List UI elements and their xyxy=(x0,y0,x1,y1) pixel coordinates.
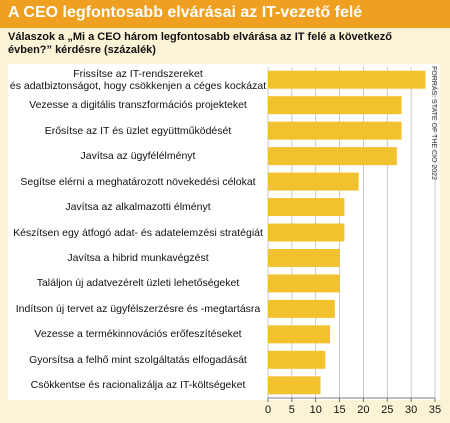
bar xyxy=(268,376,321,395)
header-band xyxy=(0,0,450,28)
category-label: Javítsa az ügyfélélményt xyxy=(80,150,196,163)
x-tick-label: 30 xyxy=(405,404,417,416)
bar xyxy=(268,223,345,242)
chart-title: A CEO legfontosabb elvárásai az IT-vezet… xyxy=(8,4,363,21)
category-label: Gyorsítsa a felhő mint szolgáltatás elfo… xyxy=(29,353,247,366)
category-label: Javítsa az alkalmazotti élményt xyxy=(65,201,211,214)
category-label: Indítson új tervet az ügyfélszerzésre és… xyxy=(15,302,261,315)
category-label: Vezesse a termékinnovációs erőfeszítések… xyxy=(34,328,242,341)
x-tick-label: 25 xyxy=(381,404,393,416)
category-label: Csökkentse és racionalizálja az IT-költs… xyxy=(30,379,246,392)
bar xyxy=(268,172,359,191)
x-tick-label: 10 xyxy=(310,404,322,416)
bar xyxy=(268,299,335,318)
category-label: Találjon új adatvezérelt üzleti lehetősé… xyxy=(36,277,240,290)
chart-subtitle: Válaszok a „Mi a CEO három legfontosabb … xyxy=(8,31,392,56)
bar xyxy=(268,96,402,115)
bar xyxy=(268,325,331,344)
x-tick-label: 5 xyxy=(289,404,295,416)
category-label: Segítse elérni a meghatározott növekedés… xyxy=(20,175,256,188)
x-tick-label: 0 xyxy=(265,404,271,416)
bar xyxy=(268,274,340,293)
bar xyxy=(268,121,402,140)
bar xyxy=(268,147,397,166)
plot-area xyxy=(8,64,440,400)
category-label: Erősítse az IT és üzlet együttműködését xyxy=(44,124,232,137)
x-tick-label: 35 xyxy=(429,404,441,416)
x-tick-label: 15 xyxy=(333,404,345,416)
bar xyxy=(268,198,345,217)
category-label: Vezesse a digitális transzformációs proj… xyxy=(29,99,247,112)
bar xyxy=(268,248,340,267)
x-tick-label: 20 xyxy=(357,404,369,416)
bar xyxy=(268,350,326,369)
category-label: Frissítse az IT-rendszereket és adatbizt… xyxy=(9,67,267,92)
source-note: FORRÁS: STATE OF THE CIO 2022 xyxy=(430,66,437,180)
category-label: Javítsa a hibrid munkavégzést xyxy=(67,251,209,264)
bar xyxy=(268,70,426,89)
category-label: Készítsen egy átfogó adat- és adatelemzé… xyxy=(13,226,263,239)
